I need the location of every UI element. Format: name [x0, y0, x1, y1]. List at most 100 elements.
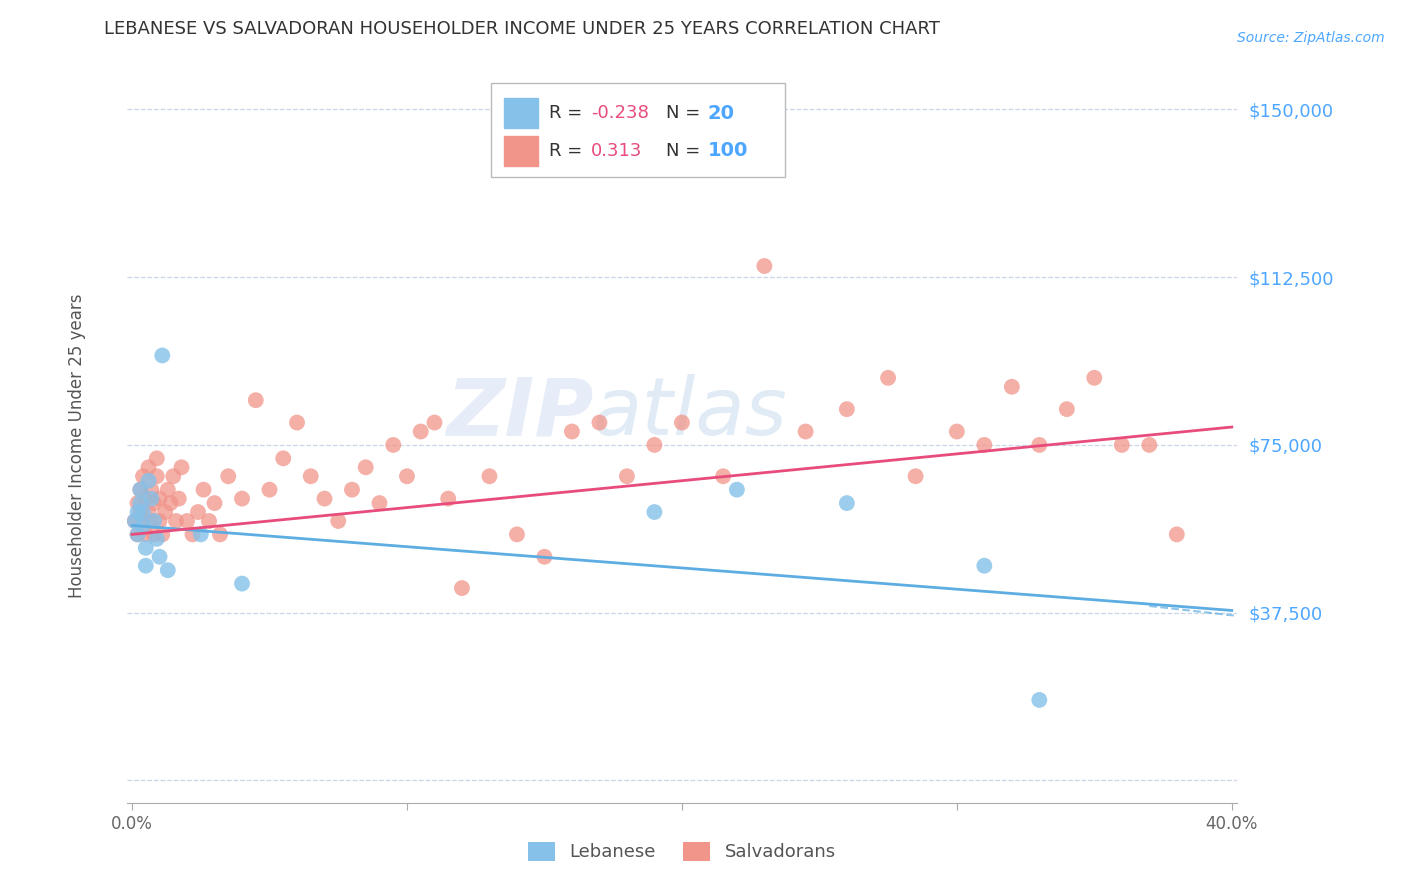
Point — [135, 491, 157, 506]
Point — [1083, 371, 1105, 385]
Legend: Lebanese, Salvadorans: Lebanese, Salvadorans — [520, 835, 844, 869]
Point — [1137, 438, 1160, 452]
Point — [198, 514, 221, 528]
Point — [141, 491, 163, 506]
Point — [328, 514, 350, 528]
Point — [162, 469, 184, 483]
Point — [170, 460, 193, 475]
Point — [973, 558, 995, 573]
Point — [368, 496, 391, 510]
Text: N =: N = — [666, 142, 700, 160]
Point — [141, 483, 163, 497]
Point — [143, 527, 166, 541]
Point — [146, 451, 169, 466]
Point — [148, 491, 170, 506]
Point — [138, 474, 160, 488]
Point — [124, 514, 146, 528]
Point — [132, 469, 155, 483]
Point — [1166, 527, 1188, 541]
Point — [129, 483, 152, 497]
Point — [150, 527, 173, 541]
Point — [616, 469, 638, 483]
Point — [181, 527, 204, 541]
Point — [1028, 438, 1050, 452]
Point — [135, 558, 157, 573]
Point — [129, 483, 152, 497]
Point — [153, 505, 176, 519]
Point — [711, 469, 734, 483]
Point — [129, 505, 152, 519]
Point — [231, 576, 253, 591]
Point — [231, 491, 253, 506]
Point — [725, 483, 748, 497]
Point — [167, 491, 190, 506]
Point — [127, 505, 149, 519]
Point — [187, 505, 209, 519]
Point — [208, 527, 231, 541]
Point — [245, 393, 267, 408]
Point — [285, 416, 308, 430]
Point — [340, 483, 363, 497]
Text: 100: 100 — [707, 142, 748, 161]
Point — [204, 496, 226, 510]
Point — [176, 514, 198, 528]
Text: R =: R = — [548, 142, 582, 160]
Text: 0.313: 0.313 — [591, 142, 643, 160]
Text: Source: ZipAtlas.com: Source: ZipAtlas.com — [1237, 31, 1385, 45]
Point — [1028, 693, 1050, 707]
Point — [904, 469, 927, 483]
Bar — [505, 136, 537, 166]
Point — [193, 483, 215, 497]
Point — [1111, 438, 1133, 452]
Text: -0.238: -0.238 — [591, 104, 648, 122]
Text: R =: R = — [548, 104, 588, 122]
Point — [127, 496, 149, 510]
Point — [451, 581, 474, 595]
Point — [506, 527, 529, 541]
Point — [129, 496, 152, 510]
Point — [135, 541, 157, 555]
Point — [437, 491, 460, 506]
Point — [124, 514, 146, 528]
Point — [478, 469, 501, 483]
Point — [973, 438, 995, 452]
Text: LEBANESE VS SALVADORAN HOUSEHOLDER INCOME UNDER 25 YEARS CORRELATION CHART: LEBANESE VS SALVADORAN HOUSEHOLDER INCOM… — [104, 21, 941, 38]
Point — [165, 514, 187, 528]
Point — [561, 425, 583, 439]
Point — [217, 469, 239, 483]
Point — [835, 496, 858, 510]
Point — [143, 496, 166, 510]
Point — [150, 349, 173, 363]
Point — [138, 460, 160, 475]
Point — [643, 505, 665, 519]
Text: ZIP: ZIP — [446, 374, 593, 452]
Point — [132, 505, 155, 519]
Point — [141, 514, 163, 528]
Point — [127, 527, 149, 541]
Point — [143, 514, 166, 528]
Point — [138, 505, 160, 519]
Point — [271, 451, 294, 466]
Point — [382, 438, 405, 452]
Point — [146, 469, 169, 483]
Point — [135, 527, 157, 541]
Point — [159, 496, 181, 510]
Point — [1056, 402, 1078, 417]
FancyBboxPatch shape — [491, 84, 785, 178]
Point — [643, 438, 665, 452]
Bar — [505, 98, 537, 128]
Point — [423, 416, 446, 430]
Point — [409, 425, 432, 439]
Point — [148, 549, 170, 564]
Text: atlas: atlas — [593, 374, 787, 452]
Point — [259, 483, 281, 497]
Point — [946, 425, 969, 439]
Text: N =: N = — [666, 104, 700, 122]
Text: Householder Income Under 25 years: Householder Income Under 25 years — [69, 293, 86, 599]
Point — [877, 371, 900, 385]
Point — [190, 527, 212, 541]
Point — [127, 527, 149, 541]
Point — [671, 416, 693, 430]
Point — [533, 549, 555, 564]
Point — [314, 491, 336, 506]
